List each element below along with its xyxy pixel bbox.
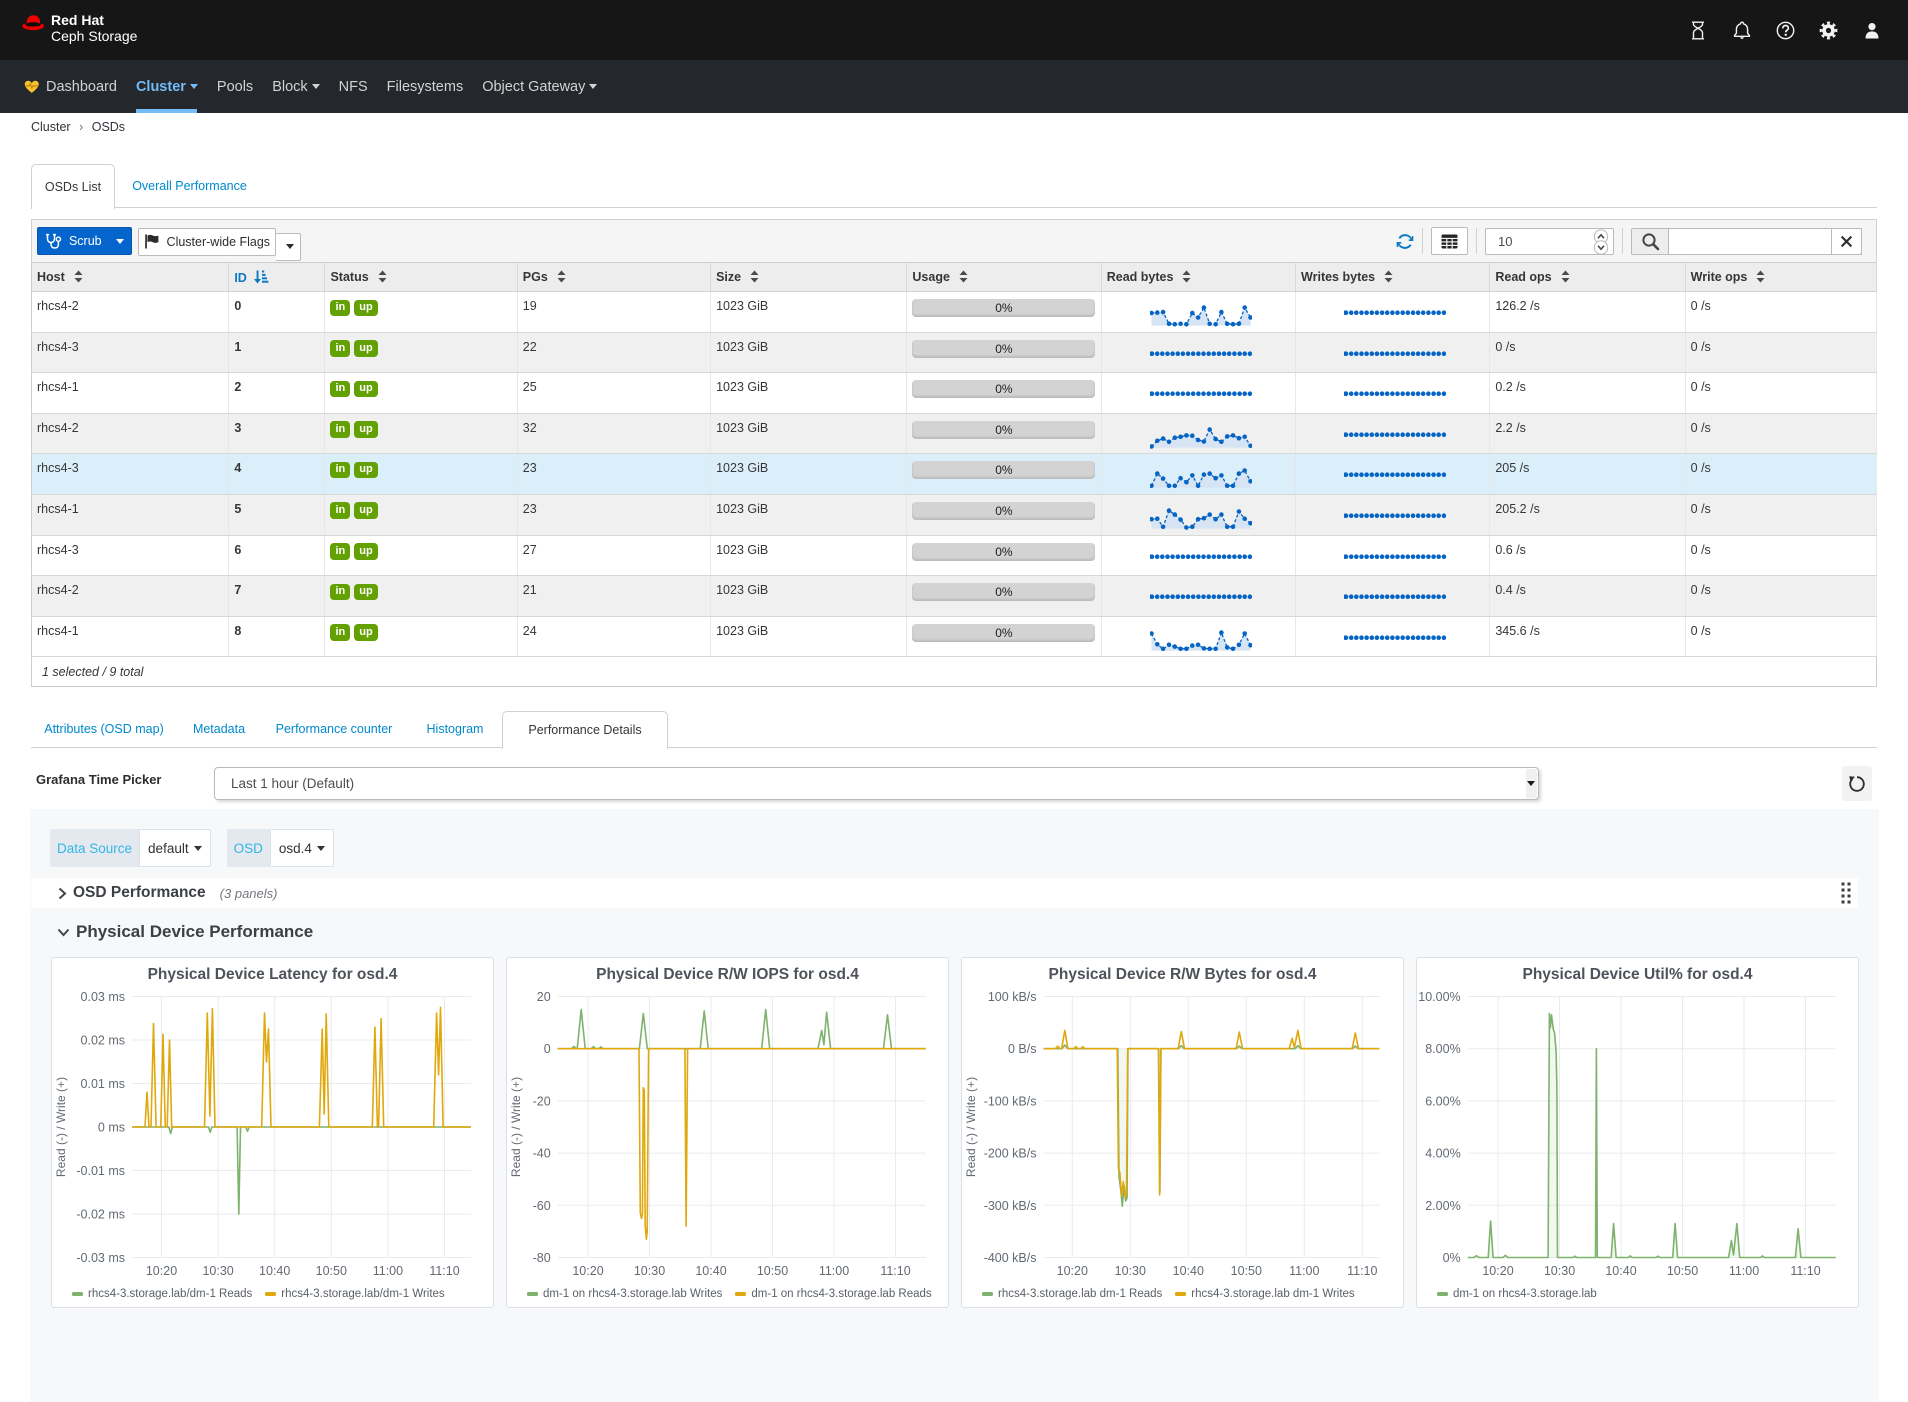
svg-text:100 kB/s: 100 kB/s [988,990,1037,1004]
svg-text:11:10: 11:10 [880,1264,910,1278]
svg-text:10:40: 10:40 [695,1264,726,1278]
svg-text:11:10: 11:10 [1790,1264,1820,1278]
svg-text:-60: -60 [533,1199,551,1213]
svg-text:11:00: 11:00 [819,1264,849,1278]
svg-text:11:00: 11:00 [1289,1264,1319,1278]
svg-text:10:30: 10:30 [1544,1264,1575,1278]
svg-text:4.00%: 4.00% [1425,1147,1460,1161]
svg-text:10:30: 10:30 [202,1264,233,1278]
svg-text:10:50: 10:50 [757,1264,788,1278]
svg-text:-0.02 ms: -0.02 ms [76,1208,125,1222]
svg-text:10:40: 10:40 [259,1264,290,1278]
svg-text:10:50: 10:50 [316,1264,347,1278]
svg-text:6.00%: 6.00% [1425,1094,1460,1108]
svg-text:11:10: 11:10 [1347,1264,1377,1278]
svg-text:-400 kB/s: -400 kB/s [984,1251,1037,1265]
svg-text:10.00%: 10.00% [1418,990,1460,1004]
svg-text:-200 kB/s: -200 kB/s [984,1147,1037,1161]
svg-text:20: 20 [537,990,551,1004]
svg-text:10:30: 10:30 [1115,1264,1146,1278]
svg-text:-0.01 ms: -0.01 ms [76,1164,125,1178]
svg-text:8.00%: 8.00% [1425,1042,1460,1056]
svg-text:-20: -20 [533,1094,551,1108]
svg-text:10:20: 10:20 [572,1264,603,1278]
svg-text:11:00: 11:00 [1729,1264,1759,1278]
svg-text:0 B/s: 0 B/s [1008,1042,1037,1056]
svg-text:Read (-) / Write (+): Read (-) / Write (+) [54,1077,68,1177]
svg-text:Read (-) / Write (+): Read (-) / Write (+) [964,1077,978,1177]
svg-text:10:20: 10:20 [1057,1264,1088,1278]
svg-text:10:30: 10:30 [634,1264,665,1278]
svg-text:-80: -80 [533,1251,551,1265]
svg-text:0.03 ms: 0.03 ms [81,990,125,1004]
svg-text:0.02 ms: 0.02 ms [81,1034,125,1048]
svg-text:0 ms: 0 ms [98,1121,125,1135]
svg-text:-300 kB/s: -300 kB/s [984,1199,1037,1213]
svg-text:Read (-) / Write (+): Read (-) / Write (+) [509,1077,523,1177]
svg-text:10:20: 10:20 [146,1264,177,1278]
svg-text:10:50: 10:50 [1231,1264,1262,1278]
svg-text:11:00: 11:00 [373,1264,403,1278]
svg-text:10:50: 10:50 [1667,1264,1698,1278]
svg-text:-0.03 ms: -0.03 ms [76,1251,125,1265]
svg-text:11:10: 11:10 [429,1264,459,1278]
svg-text:10:40: 10:40 [1173,1264,1204,1278]
svg-text:0: 0 [544,1042,551,1056]
svg-text:0.01 ms: 0.01 ms [81,1077,125,1091]
svg-text:-100 kB/s: -100 kB/s [984,1094,1037,1108]
svg-text:2.00%: 2.00% [1425,1199,1460,1213]
svg-text:0%: 0% [1443,1251,1461,1265]
svg-text:10:40: 10:40 [1605,1264,1636,1278]
svg-text:10:20: 10:20 [1482,1264,1513,1278]
svg-text:-40: -40 [533,1147,551,1161]
